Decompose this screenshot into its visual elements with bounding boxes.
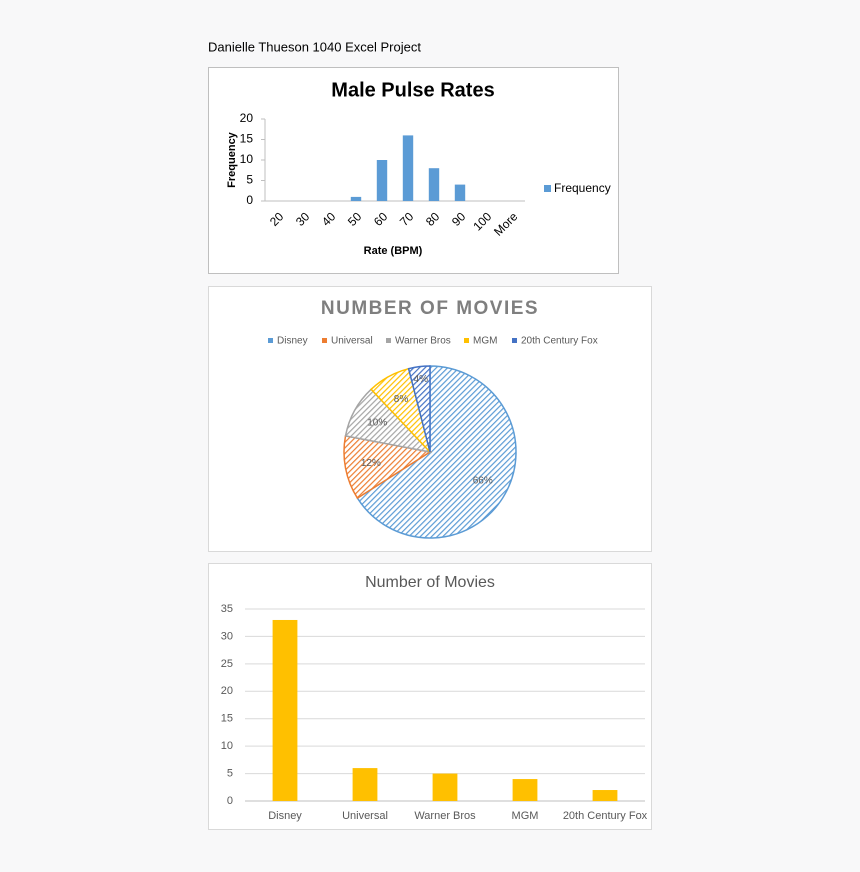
chart-title: Number of Movies — [365, 574, 495, 591]
y-tick-label: 30 — [221, 630, 233, 642]
legend-label: 20th Century Fox — [521, 336, 598, 347]
bar — [454, 184, 466, 201]
data-label: 12% — [361, 458, 381, 469]
pie-slice — [343, 435, 433, 500]
y-tick-label: 0 — [246, 193, 253, 207]
chart-title: NUMBER OF MOVIES — [321, 298, 539, 319]
legend-label: Frequency — [554, 181, 611, 195]
legend-label: Disney — [277, 336, 308, 347]
y-tick-label: 5 — [246, 173, 253, 187]
y-tick-label: 15 — [240, 132, 254, 146]
y-axis-label: Frequency — [226, 131, 238, 188]
legend-swatch — [464, 338, 469, 343]
data-label: 4% — [414, 374, 429, 385]
legend-swatch — [268, 338, 273, 343]
chart-title: Male Pulse Rates — [331, 79, 494, 101]
legend-swatch — [386, 338, 391, 343]
bar — [350, 196, 362, 201]
bar — [512, 779, 538, 801]
x-axis-label: Rate (BPM) — [364, 245, 423, 257]
legend-label: Universal — [331, 336, 373, 347]
y-tick-label: 0 — [227, 795, 233, 807]
chart-frame — [208, 67, 619, 274]
x-tick-label: Universal — [342, 810, 388, 822]
y-tick-label: 10 — [221, 740, 233, 752]
bar — [352, 768, 378, 801]
bar — [432, 773, 458, 801]
y-tick-label: 10 — [240, 152, 254, 166]
data-label: 8% — [394, 394, 409, 405]
bar — [428, 168, 440, 201]
pie-slice — [356, 365, 517, 539]
pie-slice — [407, 365, 431, 453]
x-tick-label: Disney — [268, 810, 302, 822]
x-tick-label: Warner Bros — [414, 810, 476, 822]
legend-swatch — [544, 185, 551, 192]
y-tick-label: 20 — [221, 685, 233, 697]
data-label: 10% — [367, 418, 387, 429]
legend-label: MGM — [473, 336, 497, 347]
header-title: Danielle Thueson 1040 Excel Project — [208, 39, 421, 54]
bar — [402, 135, 414, 201]
bar — [592, 790, 618, 801]
y-tick-label: 20 — [240, 111, 254, 125]
y-tick-label: 25 — [221, 658, 233, 670]
legend-swatch — [512, 338, 517, 343]
y-tick-label: 15 — [221, 713, 233, 725]
x-tick-label: MGM — [512, 810, 539, 822]
bar — [272, 619, 298, 801]
y-tick-label: 35 — [221, 603, 233, 615]
x-tick-label: 20th Century Fox — [563, 810, 648, 822]
bar — [376, 160, 388, 201]
legend-label: Warner Bros — [395, 336, 451, 347]
data-label: 66% — [473, 476, 493, 487]
legend-swatch — [322, 338, 327, 343]
y-tick-label: 5 — [227, 767, 233, 779]
